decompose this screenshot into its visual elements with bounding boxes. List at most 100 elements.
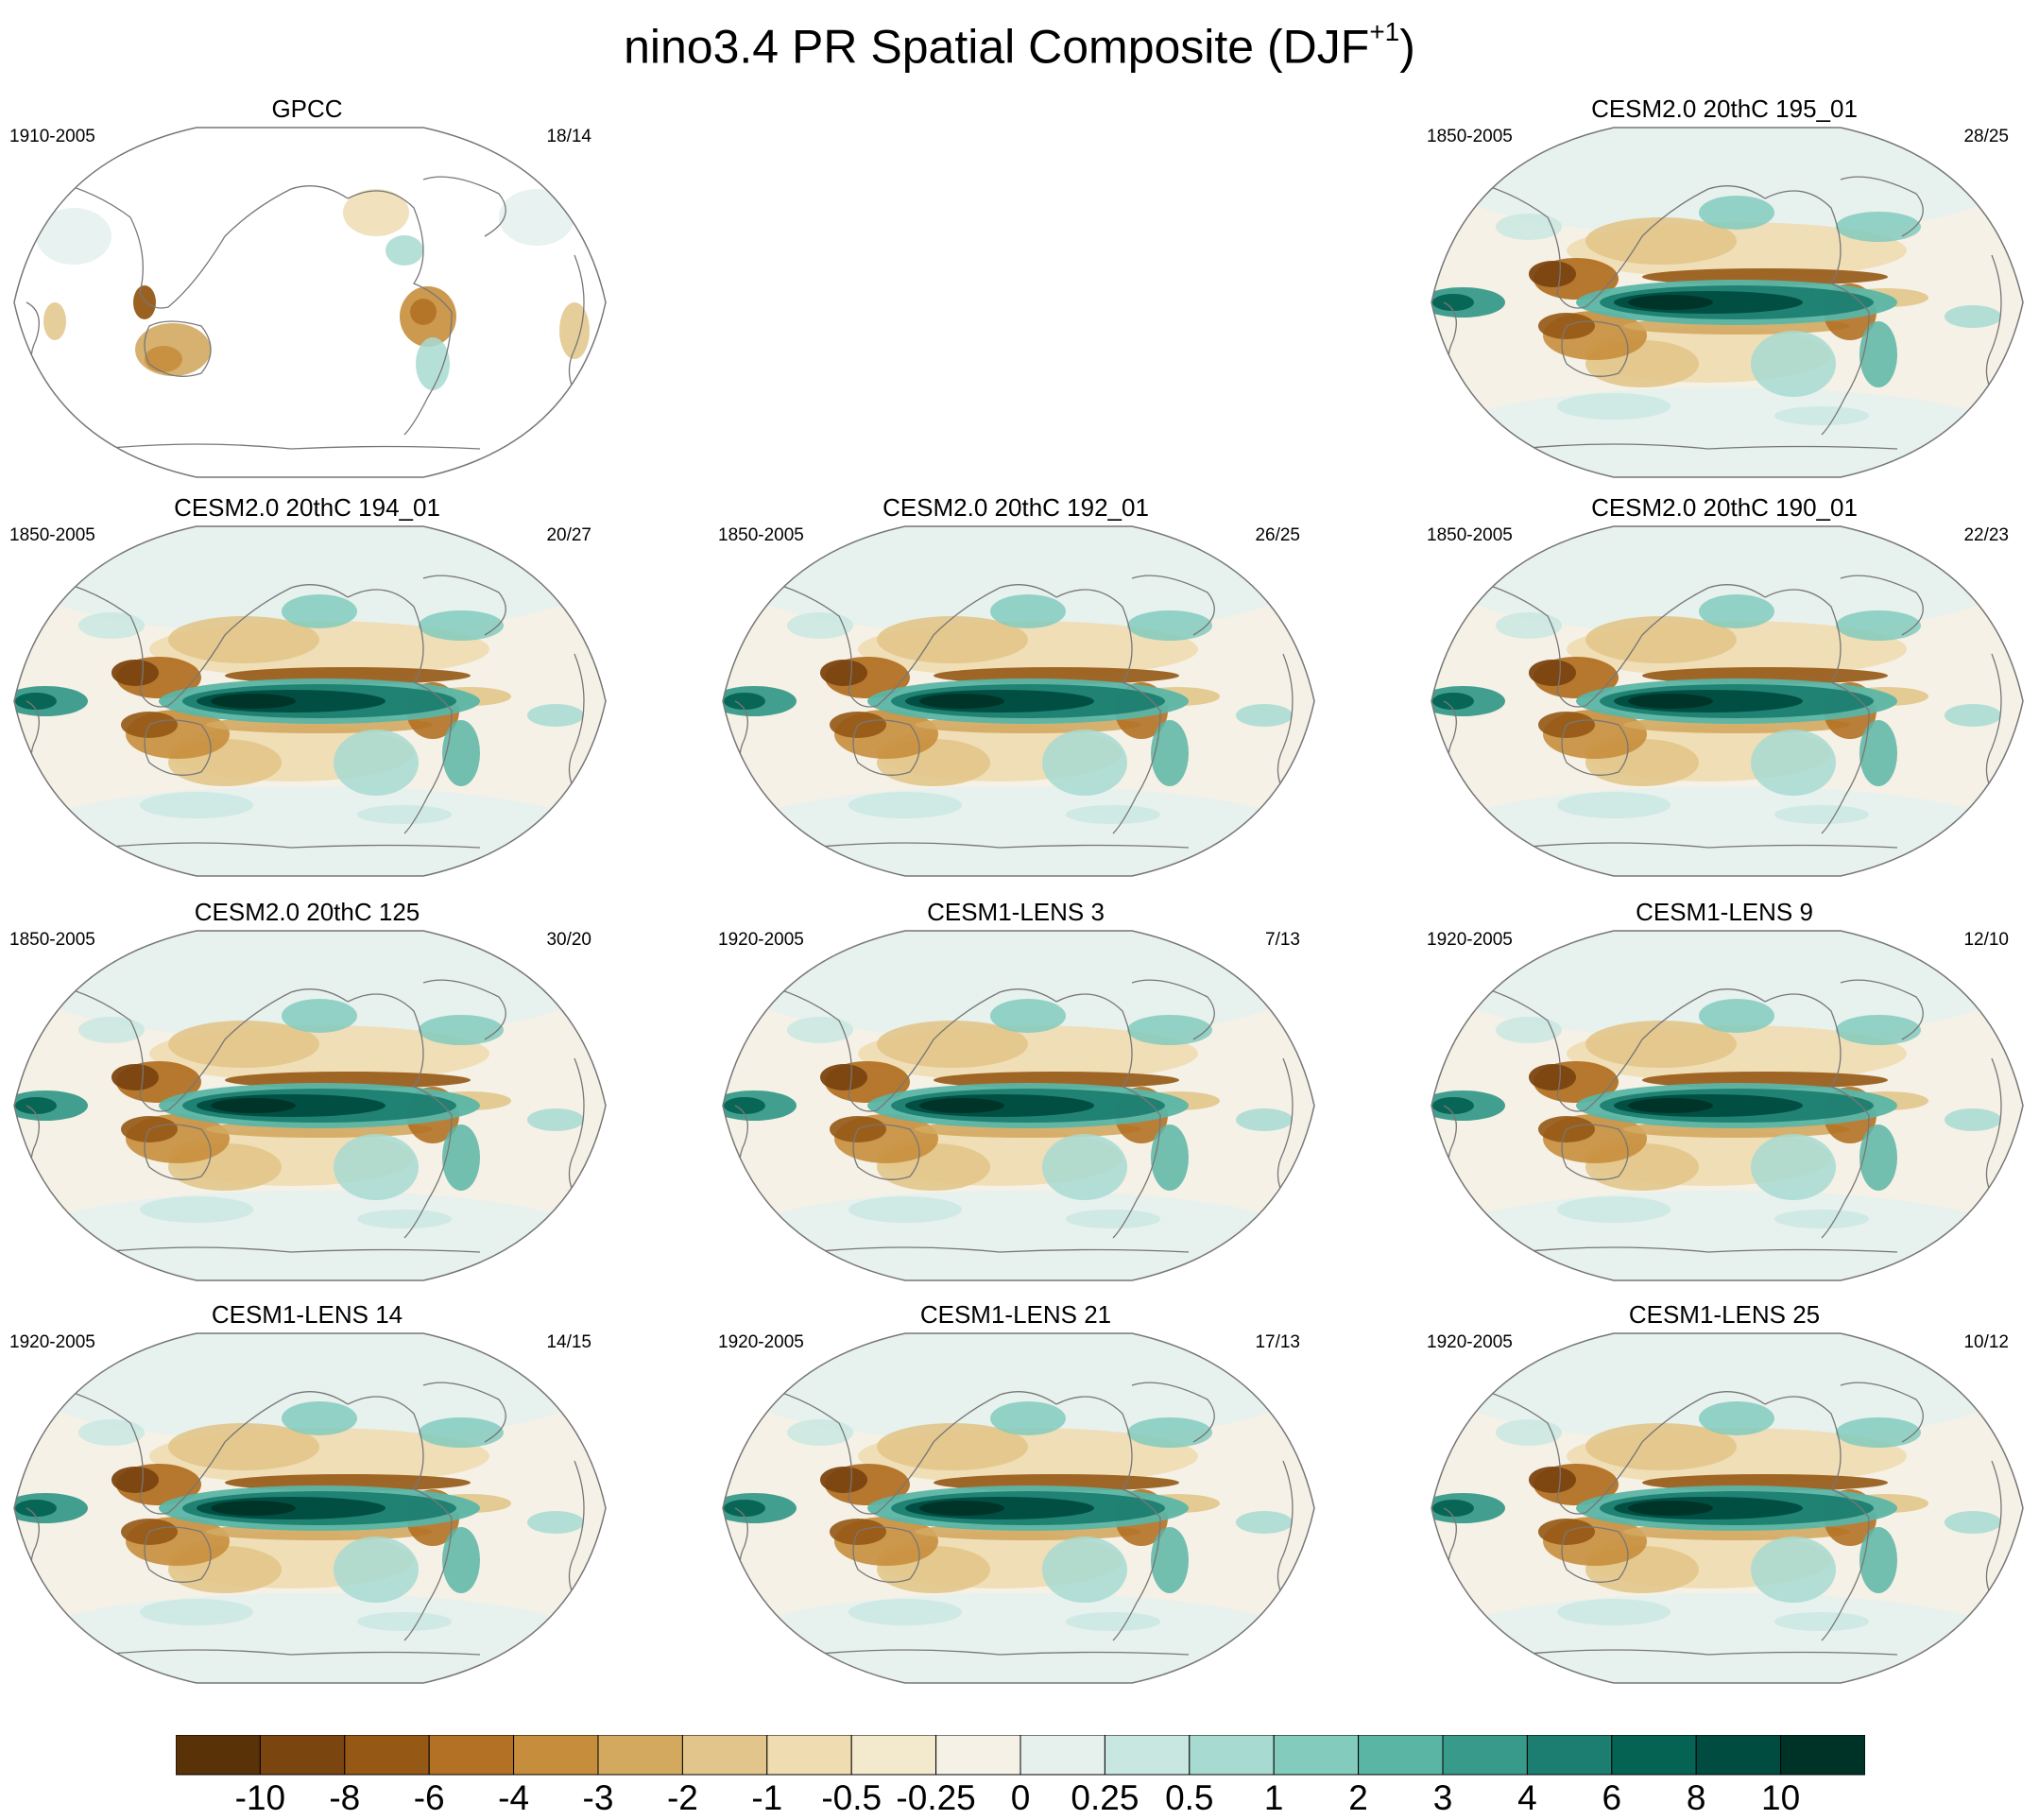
- panel-years: 1920-2005: [718, 930, 804, 950]
- panel-title: CESM2.0 20thC 125: [194, 898, 420, 926]
- colorbar-box: [344, 1734, 430, 1776]
- map-field: [722, 525, 1315, 877]
- panel-title: CESM1-LENS 14: [211, 1300, 403, 1329]
- colorbar-box: [935, 1734, 1021, 1776]
- map-outline: [1431, 930, 2024, 1281]
- colorbar-tick-label: 6: [1602, 1778, 1622, 1817]
- colorbar-box: [1695, 1734, 1782, 1776]
- colorbar-box: [1442, 1734, 1528, 1776]
- panel-event-count: 30/20: [546, 930, 591, 950]
- panel-event-count: 22/23: [1963, 525, 2009, 545]
- panel-title: CESM1-LENS 21: [919, 1300, 1112, 1329]
- map-field: [13, 525, 607, 877]
- colorbar-tick-label: 1: [1263, 1778, 1284, 1817]
- map-outline: [13, 930, 607, 1281]
- panel-years: 1850-2005: [1427, 525, 1513, 545]
- map-outline: [1431, 1332, 2024, 1684]
- panel-title: CESM2.0 20thC 194_01: [174, 493, 440, 522]
- map-panel: CESM2.0 20thC 125 1850-2005 30/20: [0, 898, 614, 1285]
- colorbar-tick-label: 0.25: [1071, 1778, 1139, 1817]
- map-field: [1431, 127, 2024, 478]
- colorbar-box: [1020, 1734, 1105, 1776]
- map-panel: CESM1-LENS 21 1920-2005 17/13: [709, 1300, 1323, 1688]
- map-outline: [13, 525, 607, 877]
- colorbar-tick-label: -1: [751, 1778, 783, 1817]
- colorbar-tick-label: 0: [1010, 1778, 1031, 1817]
- panel-title: CESM1-LENS 9: [1636, 898, 1813, 926]
- map-field: [13, 127, 607, 478]
- colorbar-tick-label: 2: [1348, 1778, 1368, 1817]
- colorbar: -10 -8 -6 -4 -3 -2 -1 -0.5 -0.25 0 0.25 0.5 1 2 3 4 6 8 10: [175, 1734, 1866, 1820]
- panel-years: 1920-2005: [1427, 930, 1513, 950]
- figure-title: nino3.4 PR Spatial Composite (DJF+1): [624, 17, 1415, 74]
- panel-title: CESM1-LENS 3: [927, 898, 1105, 926]
- map-field: [1431, 1332, 2024, 1684]
- colorbar-box: [597, 1734, 683, 1776]
- map-outline: [13, 127, 607, 478]
- colorbar-tick-label: 4: [1517, 1778, 1537, 1817]
- map-panel: CESM2.0 20thC 190_01 1850-2005 22/23: [1417, 493, 2031, 881]
- colorbar-box: [850, 1734, 937, 1776]
- colorbar-box: [1526, 1734, 1613, 1776]
- colorbar-tick-label: 0.5: [1165, 1778, 1214, 1817]
- panel-years: 1850-2005: [718, 525, 804, 545]
- colorbar-box: [1358, 1734, 1444, 1776]
- map-outline: [1431, 525, 2024, 877]
- map-outline: [13, 1332, 607, 1684]
- colorbar-box: [1273, 1734, 1360, 1776]
- colorbar-tick-label: 3: [1432, 1778, 1453, 1817]
- colorbar-tick-label: -8: [329, 1778, 361, 1817]
- map-panel: CESM2.0 20thC 194_01 1850-2005 20/27: [0, 493, 614, 881]
- map-panel: CESM1-LENS 3 1920-2005 7/13: [709, 898, 1323, 1285]
- colorbar-box: [175, 1734, 261, 1776]
- panel-years: 1920-2005: [1427, 1332, 1513, 1352]
- map-outline: [722, 525, 1315, 877]
- panel-event-count: 14/15: [546, 1332, 591, 1352]
- colorbar-tick-label: -4: [498, 1778, 530, 1817]
- map-field: [1431, 525, 2024, 877]
- map-outline: [722, 930, 1315, 1281]
- panel-years: 1850-2005: [1427, 127, 1513, 146]
- colorbar-box: [766, 1734, 852, 1776]
- panel-title: CESM2.0 20thC 192_01: [882, 493, 1149, 522]
- colorbar-box: [1611, 1734, 1697, 1776]
- panel-years: 1910-2005: [9, 127, 95, 146]
- panel-event-count: 10/12: [1963, 1332, 2009, 1352]
- colorbar-box: [1104, 1734, 1191, 1776]
- panel-years: 1850-2005: [9, 930, 95, 950]
- panel-title: CESM2.0 20thC 190_01: [1591, 493, 1858, 522]
- colorbar-tick-label: -2: [666, 1778, 698, 1817]
- panel-event-count: 17/13: [1255, 1332, 1300, 1352]
- map-panel: CESM1-LENS 9 1920-2005 12/10: [1417, 898, 2031, 1285]
- colorbar-box: [681, 1734, 768, 1776]
- panel-event-count: 26/25: [1255, 525, 1300, 545]
- colorbar-boxes: [175, 1734, 1866, 1776]
- map-panel: CESM1-LENS 14 1920-2005 14/15: [0, 1300, 614, 1688]
- colorbar-box: [1189, 1734, 1275, 1776]
- panel-event-count: 18/14: [546, 127, 591, 146]
- panel-title: CESM1-LENS 25: [1628, 1300, 1821, 1329]
- colorbar-box: [513, 1734, 599, 1776]
- map-panel: GPCC 1910-2005 18/14: [0, 94, 614, 482]
- panel-years: 1920-2005: [718, 1332, 804, 1352]
- map-outline: [722, 1332, 1315, 1684]
- panel-event-count: 20/27: [546, 525, 591, 545]
- panel-event-count: 28/25: [1963, 127, 2009, 146]
- panel-title: CESM2.0 20thC 195_01: [1591, 94, 1858, 123]
- map-panel: CESM2.0 20thC 192_01 1850-2005 26/25: [709, 493, 1323, 881]
- panel-event-count: 12/10: [1963, 930, 2009, 950]
- map-panel: CESM1-LENS 25 1920-2005 10/12: [1417, 1300, 2031, 1688]
- panel-years: 1920-2005: [9, 1332, 95, 1352]
- colorbar-tick-label: 8: [1686, 1778, 1706, 1817]
- panel-event-count: 7/13: [1265, 930, 1300, 950]
- map-field: [722, 930, 1315, 1281]
- map-field: [13, 1332, 607, 1684]
- map-panel: CESM2.0 20thC 195_01 1850-2005 28/25: [1417, 94, 2031, 482]
- panel-title: GPCC: [271, 94, 343, 123]
- map-field: [722, 1332, 1315, 1684]
- colorbar-box: [1780, 1734, 1866, 1776]
- map-field: [13, 930, 607, 1281]
- colorbar-box: [259, 1734, 346, 1776]
- panel-years: 1850-2005: [9, 525, 95, 545]
- colorbar-tick-label: -0.5: [821, 1778, 882, 1817]
